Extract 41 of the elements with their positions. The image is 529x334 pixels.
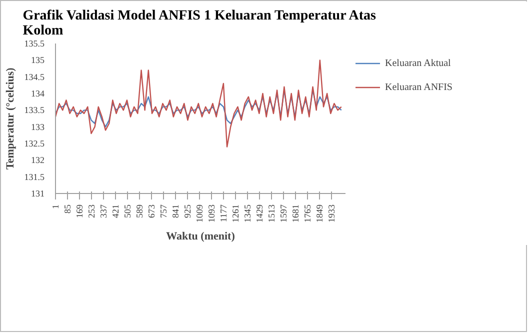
- chart-title: Grafik Validasi Model ANFIS 1 Keluaran Temperatur Atas Kolom: [22, 8, 377, 38]
- legend-label: Keluaran Aktual: [385, 58, 451, 68]
- x-tick-label: 1933: [326, 204, 337, 222]
- legend-label: Keluaran ANFIS: [385, 82, 452, 92]
- y-tick-label: 134: [31, 88, 45, 98]
- x-tick-label: 589: [134, 204, 145, 218]
- x-tick-label: 1345: [242, 204, 253, 222]
- x-tick-label: 925: [182, 204, 193, 218]
- x-tick-label: 1: [50, 204, 60, 209]
- y-tick-label: 131: [31, 188, 44, 198]
- x-tick-label: 1009: [194, 204, 205, 222]
- y-tick-label: 134.5: [24, 72, 45, 82]
- y-tick-label: 135.5: [24, 38, 45, 48]
- x-tick-label: 1429: [254, 204, 265, 222]
- x-tick-label: 1681: [290, 204, 301, 222]
- x-tick-label: 421: [110, 204, 121, 218]
- x-tick-label: 757: [158, 204, 169, 218]
- line-series: [56, 90, 342, 128]
- x-tick-label: 1849: [314, 204, 325, 222]
- y-tick-label: 131.5: [24, 172, 45, 182]
- x-tick-label: 1261: [230, 204, 241, 222]
- y-tick-label: 132.5: [24, 138, 45, 148]
- line-series: [56, 60, 342, 148]
- x-tick-label: 1765: [302, 204, 313, 222]
- y-tick-label: 135: [31, 55, 45, 66]
- x-tick-label: 1513: [266, 204, 277, 222]
- y-tick-label: 133: [31, 122, 45, 132]
- x-tick-label: 253: [86, 204, 97, 218]
- y-tick-label: 132: [31, 155, 44, 166]
- x-tick-label: 505: [122, 204, 133, 218]
- x-tick-label: 1597: [278, 204, 289, 222]
- y-tick-label: 133.5: [24, 105, 45, 116]
- x-tick-label: 1093: [206, 204, 217, 222]
- x-tick-label: 1177: [218, 204, 229, 222]
- y-axis-title: Temperatur (°celcius): [4, 67, 16, 170]
- x-tick-label: 841: [170, 204, 181, 218]
- x-axis-title: Waktu (menit): [166, 230, 236, 242]
- x-tick-label: 85: [62, 204, 73, 214]
- x-tick-label: 673: [146, 204, 157, 218]
- x-tick-label: 337: [98, 204, 109, 218]
- x-tick-label: 169: [74, 204, 85, 218]
